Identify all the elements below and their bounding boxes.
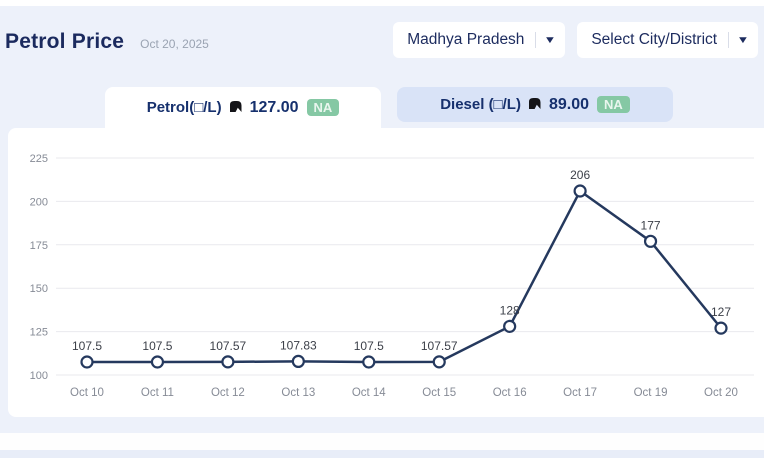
svg-text:150: 150 (30, 283, 48, 295)
svg-text:Oct 10: Oct 10 (70, 387, 104, 399)
svg-text:107.57: 107.57 (421, 339, 458, 353)
dropdown-divider (728, 32, 730, 48)
price-chart-card: 100 125 150 175 200 225 Oct 10 Oct 11 Oct 12 Oct … (8, 128, 764, 417)
svg-text:107.5: 107.5 (142, 339, 172, 353)
tab-diesel-price: 89.00 (548, 95, 589, 113)
state-dropdown-value: Madhya Pradesh (407, 31, 525, 48)
svg-text:175: 175 (30, 240, 48, 252)
tab-diesel-label: Diesel (□/L) (440, 96, 521, 113)
top-strip (0, 0, 764, 6)
tab-petrol-price: 127.00 (249, 98, 299, 116)
dropdown-divider (535, 32, 537, 48)
filters: Madhya Pradesh ▼ Select City/District ▼ (393, 22, 758, 58)
diesel-na-badge: NA (597, 96, 630, 113)
header: Petrol Price Oct 20, 2025 (5, 30, 209, 54)
svg-text:127: 127 (711, 305, 731, 319)
header-date: Oct 20, 2025 (140, 37, 209, 51)
petrol-na-badge: NA (306, 99, 340, 116)
svg-text:100: 100 (30, 370, 48, 382)
chevron-down-icon: ▼ (736, 34, 750, 46)
tab-diesel[interactable]: Diesel (□/L) 89.00 NA (397, 87, 673, 122)
svg-text:225: 225 (30, 153, 48, 165)
page-title: Petrol Price (5, 30, 125, 53)
svg-text:Oct 15: Oct 15 (422, 387, 456, 399)
svg-text:Oct 16: Oct 16 (493, 387, 527, 399)
city-dropdown[interactable]: Select City/District ▼ (577, 22, 758, 58)
svg-text:Oct 12: Oct 12 (211, 387, 245, 399)
rupee-icon (528, 96, 542, 113)
svg-text:206: 206 (570, 168, 590, 182)
tab-petrol-label: Petrol(□/L) (146, 99, 222, 116)
svg-text:107.5: 107.5 (354, 339, 384, 353)
chevron-down-icon: ▼ (543, 34, 557, 46)
svg-text:128: 128 (500, 303, 520, 317)
state-dropdown[interactable]: Madhya Pradesh ▼ (393, 22, 566, 58)
svg-text:107.5: 107.5 (72, 339, 102, 353)
rupee-icon (229, 99, 243, 116)
fuel-tabs: Petrol(□/L) 127.00 NA Diesel (□/L) 89.00… (105, 87, 673, 128)
svg-text:Oct 14: Oct 14 (352, 387, 386, 399)
bottom-strip (0, 450, 764, 458)
svg-text:Oct 11: Oct 11 (141, 387, 174, 399)
svg-text:125: 125 (30, 327, 48, 339)
city-dropdown-placeholder: Select City/District (591, 31, 718, 48)
svg-text:Oct 13: Oct 13 (281, 387, 315, 399)
svg-text:Oct 17: Oct 17 (563, 387, 597, 399)
price-line-chart: 100 125 150 175 200 225 Oct 10 Oct 11 Oct 12 Oct … (30, 153, 754, 399)
svg-text:Oct 20: Oct 20 (704, 387, 738, 399)
svg-text:107.83: 107.83 (280, 338, 317, 352)
svg-text:200: 200 (30, 196, 48, 208)
svg-text:177: 177 (641, 218, 661, 232)
svg-text:Oct 19: Oct 19 (634, 387, 668, 399)
next-section-band (0, 433, 764, 450)
tab-petrol[interactable]: Petrol(□/L) 127.00 NA (105, 87, 381, 128)
svg-text:107.57: 107.57 (210, 339, 247, 353)
